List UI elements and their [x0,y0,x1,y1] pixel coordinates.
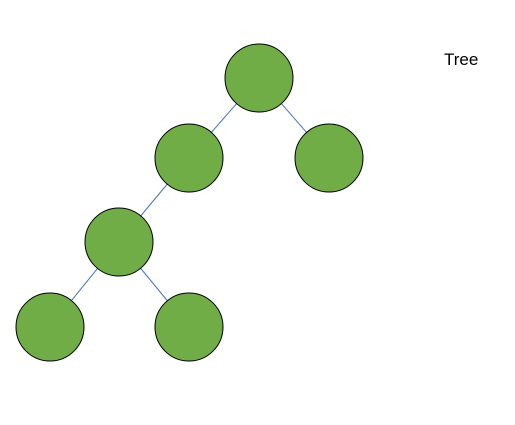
edge-left-grandchild-to-leaf-left [71,268,98,301]
diagram-title: Tree [444,50,479,69]
tree-edges [71,103,307,302]
tree-nodes [15,43,364,362]
node-root [224,43,294,113]
edge-root-to-left-child [211,103,237,133]
edge-left-child-to-left-grandchild [140,183,168,217]
edge-root-to-right-child [281,103,307,133]
node-leaf-right [154,292,224,362]
node-right-child [294,123,364,193]
node-left-child [154,123,224,193]
node-leaf-left [15,292,85,362]
edge-left-grandchild-to-leaf-right [140,267,168,302]
node-left-grandchild [84,207,154,277]
